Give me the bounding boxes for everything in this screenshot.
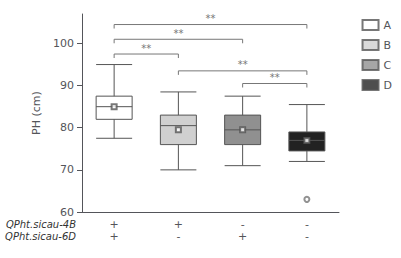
svg-text:PH (cm): PH (cm)	[30, 91, 43, 135]
svg-text:**: **	[270, 72, 280, 83]
svg-text:C: C	[384, 59, 392, 72]
svg-text:-: -	[305, 230, 309, 243]
svg-text:90: 90	[60, 79, 74, 92]
svg-text:**: **	[206, 13, 216, 24]
svg-text:QPht.sicau-4B: QPht.sicau-4B	[6, 219, 76, 230]
svg-text:**: **	[173, 28, 183, 39]
svg-text:+: +	[238, 230, 247, 243]
svg-text:A: A	[384, 19, 392, 32]
svg-text:60: 60	[60, 206, 74, 219]
svg-text:+: +	[110, 230, 119, 243]
svg-text:-: -	[176, 230, 180, 243]
svg-text:QPht.sicau-6D: QPht.sicau-6D	[5, 231, 76, 242]
svg-text:B: B	[384, 39, 392, 52]
svg-text:D: D	[384, 79, 392, 92]
svg-text:**: **	[238, 59, 248, 70]
svg-text:100: 100	[53, 37, 74, 50]
svg-text:**: **	[141, 43, 151, 54]
svg-text:80: 80	[60, 121, 74, 134]
svg-text:70: 70	[60, 163, 74, 176]
